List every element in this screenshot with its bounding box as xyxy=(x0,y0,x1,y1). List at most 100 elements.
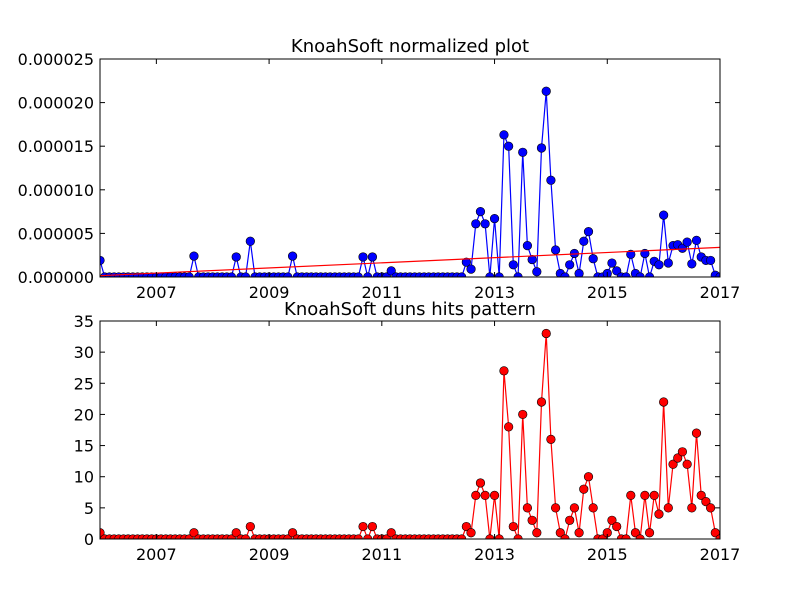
data-point xyxy=(471,219,481,229)
data-point xyxy=(189,528,199,538)
data-point xyxy=(626,249,636,259)
y-tick-label: 0.000025 xyxy=(18,50,94,69)
x-tick-label: 2017 xyxy=(700,283,741,302)
data-point xyxy=(583,227,594,237)
x-tick-label: 2013 xyxy=(474,545,515,564)
data-point xyxy=(696,490,706,501)
data-point xyxy=(691,235,702,245)
data-point xyxy=(353,272,363,277)
plot-area: 2007 2009 2011 2013 2015 2017 0 5 10 15 20 25 30 35 xyxy=(74,312,741,564)
data-point xyxy=(715,272,720,277)
data-point xyxy=(663,503,673,513)
data-point xyxy=(550,503,561,513)
data-point xyxy=(457,534,467,539)
data-point xyxy=(607,515,617,525)
data-point xyxy=(518,409,528,420)
data-point xyxy=(480,490,490,501)
data-point xyxy=(635,272,645,277)
data-point xyxy=(654,260,664,270)
data-point xyxy=(705,255,716,266)
chart-title: KnoahSoft normalized plot xyxy=(291,36,529,57)
x-tick-label: 2009 xyxy=(249,283,290,302)
y-tick-label: 0.000020 xyxy=(18,94,94,113)
data-point xyxy=(550,245,561,255)
data-point xyxy=(489,213,500,224)
y-tick-label: 0.000010 xyxy=(18,181,94,200)
data-point xyxy=(287,251,298,261)
data-point xyxy=(386,266,396,276)
data-point xyxy=(565,515,575,525)
data-point xyxy=(466,528,476,538)
axes-frame xyxy=(99,58,721,278)
data-point xyxy=(504,141,514,151)
data-point xyxy=(612,521,622,532)
data-point xyxy=(583,472,594,482)
data-point xyxy=(720,273,729,282)
data-point xyxy=(691,428,702,438)
data-point xyxy=(621,272,631,277)
data-point xyxy=(630,528,641,538)
data-point xyxy=(489,490,500,501)
data-point xyxy=(668,459,678,469)
data-point xyxy=(644,272,655,277)
x-tick-label: 2011 xyxy=(361,545,402,564)
data-point xyxy=(358,521,368,532)
data-point xyxy=(565,260,575,270)
data-point xyxy=(367,252,378,262)
data-point xyxy=(607,258,617,268)
y-tick-label: 5 xyxy=(84,499,94,518)
data-point xyxy=(725,528,734,537)
data-point xyxy=(659,210,669,220)
data-point xyxy=(677,447,688,457)
data-point xyxy=(536,143,547,153)
y-tick-label: 15 xyxy=(74,437,94,456)
data-point xyxy=(574,528,584,538)
data-point xyxy=(649,490,659,501)
data-point xyxy=(569,503,580,513)
data-point xyxy=(588,503,598,513)
data-point xyxy=(527,515,537,525)
data-point xyxy=(574,268,584,277)
y-tick-label: 35 xyxy=(74,312,94,331)
x-tick-label: 2011 xyxy=(361,283,402,302)
data-point xyxy=(588,254,598,264)
data-point xyxy=(499,130,509,140)
y-tick-label: 0.000000 xyxy=(18,268,94,287)
data-point xyxy=(640,490,650,501)
data-point xyxy=(513,272,523,277)
data-point xyxy=(231,528,241,538)
data-point xyxy=(189,251,199,261)
data-point xyxy=(715,534,720,539)
y-tick-label: 20 xyxy=(74,405,94,424)
data-point xyxy=(546,434,556,444)
data-point xyxy=(687,259,697,269)
data-point xyxy=(677,243,688,253)
data-point xyxy=(461,521,471,532)
y-tick-label: 30 xyxy=(74,343,94,362)
data-point xyxy=(363,534,373,539)
data-point xyxy=(508,260,518,270)
data-point xyxy=(560,534,570,539)
data-point xyxy=(485,534,495,539)
data-point xyxy=(475,478,486,488)
data-point xyxy=(287,528,298,538)
data-point xyxy=(363,272,373,277)
data-point xyxy=(245,236,255,246)
data-point xyxy=(494,272,504,277)
x-tick-label: 2015 xyxy=(587,283,628,302)
data-point xyxy=(504,422,514,432)
data-point xyxy=(720,535,729,544)
data-point xyxy=(471,490,481,501)
x-tick-label: 2015 xyxy=(587,545,628,564)
data-point xyxy=(466,264,476,274)
series-line xyxy=(100,333,720,539)
normalized-plot-panel: KnoahSoft normalized plot 2007 2009 2011 20… xyxy=(18,36,741,302)
x-tick-label: 2017 xyxy=(700,545,741,564)
data-point xyxy=(541,328,551,339)
data-point xyxy=(457,272,467,277)
data-point xyxy=(358,252,368,262)
data-point xyxy=(485,272,495,277)
data-point xyxy=(527,254,537,265)
data-point xyxy=(231,252,241,262)
series-line xyxy=(100,91,720,277)
